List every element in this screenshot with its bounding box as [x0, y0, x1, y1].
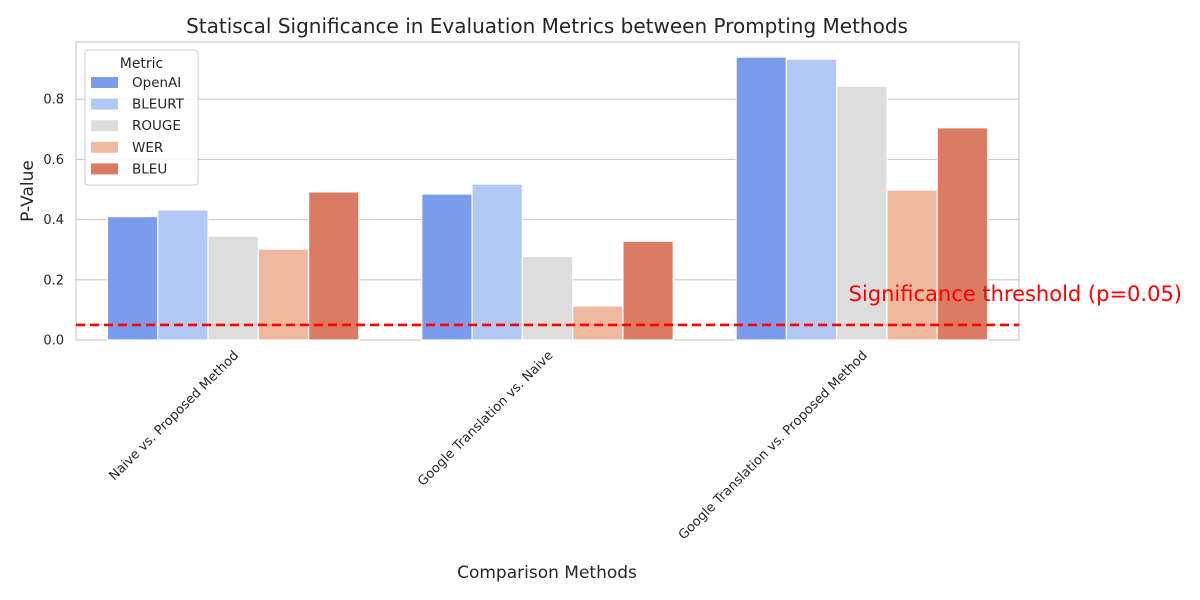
bar-bleu-2: [622, 240, 674, 341]
y-tick-label: 0.6: [43, 153, 64, 168]
legend-swatch-openai: [91, 77, 118, 88]
x-axis-label: Comparison Methods: [457, 563, 637, 583]
legend-label-wer: WER: [132, 140, 163, 156]
legend-label-bleu: BLEU: [132, 161, 167, 177]
bar-bleurt-2: [471, 183, 523, 341]
x-tick-label: Naive vs. Proposed Method: [107, 348, 242, 483]
y-axis-label: P-Value: [18, 160, 38, 222]
bar-rouge-2: [521, 255, 574, 341]
bar-wer-3: [886, 189, 938, 341]
legend: Metric OpenAI BLEURT ROUGE WER BLEU: [84, 49, 199, 186]
bar-bleu-1: [308, 191, 360, 341]
legend-swatch-wer: [91, 141, 118, 153]
y-tick-label: 0.2: [43, 273, 64, 288]
legend-title: Metric: [120, 56, 164, 72]
legend-swatch-bleurt: [91, 98, 118, 110]
bar-rouge-1: [207, 235, 259, 341]
y-tick-label: 0.4: [43, 213, 64, 228]
bar-rouge-3: [836, 85, 888, 341]
chart-title: Statiscal Significance in Evaluation Met…: [186, 14, 908, 38]
bar-openai-2: [421, 193, 473, 341]
bar-openai-1: [106, 215, 159, 341]
bar-bleu-3: [936, 127, 989, 341]
legend-label-rouge: ROUGE: [132, 118, 181, 134]
bar-openai-3: [735, 56, 787, 341]
x-tick-label: Google Translation vs. Naive: [415, 348, 556, 489]
legend-label-openai: OpenAI: [132, 75, 181, 91]
bar-bleurt-3: [785, 58, 838, 341]
threshold-annotation: Significance threshold (p=0.05): [849, 282, 1182, 306]
legend-swatch-rouge: [91, 120, 118, 132]
legend-swatch-bleu: [91, 163, 118, 175]
y-tick-label: 0.0: [43, 334, 64, 349]
y-tick-label: 0.8: [43, 93, 64, 108]
bar-wer-2: [572, 305, 624, 341]
legend-label-bleurt: BLEURT: [132, 97, 185, 113]
bar-wer-1: [257, 248, 310, 341]
x-tick-label: Google Translation vs. Proposed Method: [676, 348, 871, 543]
bar-bleurt-1: [157, 209, 209, 341]
